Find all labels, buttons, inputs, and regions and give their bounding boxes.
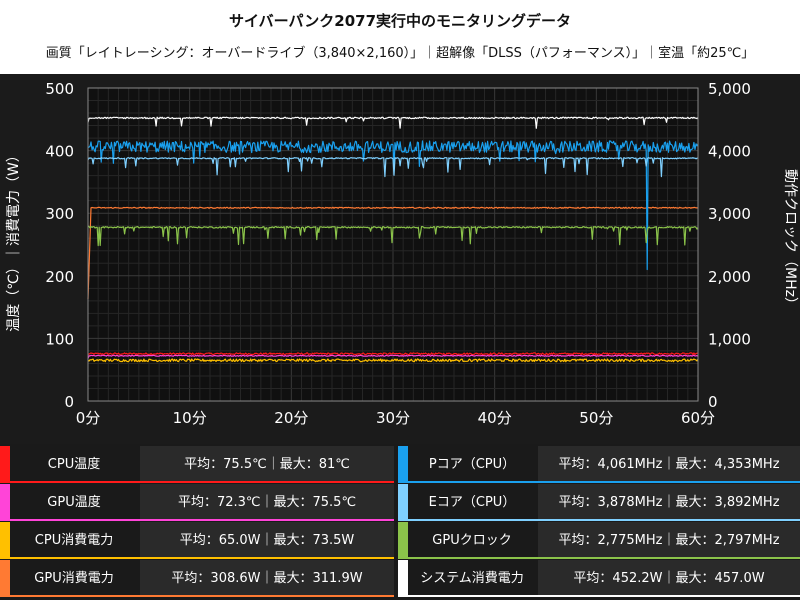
series-layer bbox=[87, 116, 699, 363]
legend-underline bbox=[408, 481, 800, 483]
y-tick-label-right: 4,000 bbox=[708, 143, 751, 161]
series-line bbox=[87, 116, 699, 129]
series-line bbox=[87, 358, 699, 363]
legend-item: GPU温度 平均：72.3℃｜最大：75.5℃ bbox=[0, 484, 394, 521]
x-tick-label: 60分 bbox=[681, 409, 715, 427]
legend-swatch bbox=[0, 446, 10, 483]
x-tick-label: 40分 bbox=[478, 409, 512, 427]
legend-swatch bbox=[398, 484, 408, 521]
legend-underline bbox=[10, 481, 394, 483]
chart-subtitle: 画質「レイトレーシング：オーバードライブ（3,840×2,160）」｜超解像「D… bbox=[45, 46, 755, 61]
chart-header: サイバーパンク2077実行中のモニタリングデータ 画質「レイトレーシング：オーバ… bbox=[0, 0, 800, 74]
plot-frame bbox=[87, 87, 699, 402]
legend-swatch bbox=[398, 522, 408, 559]
axes: 0 100 200 300 400 500 0 1,000 2,000 3,000 4,000 5,0… bbox=[45, 80, 751, 427]
legend-swatch bbox=[0, 560, 10, 597]
legend-item: GPUクロック 平均：2,775MHz｜最大：2,797MHz bbox=[398, 522, 800, 559]
series-line bbox=[87, 206, 699, 300]
legend: CPU温度 平均：75.5℃｜最大：81℃ GPU温度 平均：72.3℃｜最大：… bbox=[0, 444, 800, 600]
y-tick-label-right: 3,000 bbox=[708, 205, 751, 223]
series-line bbox=[87, 225, 699, 247]
series-line bbox=[88, 352, 699, 356]
x-tick-label: 20分 bbox=[274, 409, 308, 427]
legend-label: GPUクロック bbox=[432, 533, 512, 548]
legend-item: Eコア（CPU） 平均：3,878MHz｜最大：3,892MHz bbox=[398, 484, 800, 521]
legend-swatch bbox=[398, 446, 408, 483]
legend-underline bbox=[408, 557, 800, 559]
legend-item: システム消費電力 平均：452.2W｜最大：457.0W bbox=[398, 560, 800, 597]
x-tick-label: 10分 bbox=[173, 409, 207, 427]
x-tick-label: 50分 bbox=[579, 409, 613, 427]
legend-stats: 平均：65.0W｜最大：73.5W bbox=[140, 522, 394, 559]
legend-stats: 平均：4,061MHz｜最大：4,353MHz bbox=[538, 446, 800, 483]
grid bbox=[88, 88, 698, 401]
x-tick-label: 30分 bbox=[376, 409, 410, 427]
legend-stats: 平均：75.5℃｜最大：81℃ bbox=[140, 446, 394, 483]
legend-swatch bbox=[0, 522, 10, 559]
legend-underline bbox=[408, 519, 800, 521]
legend-item: GPU消費電力 平均：308.6W｜最大：311.9W bbox=[0, 560, 394, 597]
legend-label: システム消費電力 bbox=[420, 571, 524, 586]
y-axis-label-right: 動作クロック（MHz） bbox=[782, 169, 798, 311]
y-axis-label-left: 温度（℃）｜消費電力（W） bbox=[6, 148, 22, 332]
legend-stats: 平均：2,775MHz｜最大：2,797MHz bbox=[538, 522, 800, 559]
legend-item: Pコア（CPU） 平均：4,061MHz｜最大：4,353MHz bbox=[398, 446, 800, 483]
chart-title: サイバーパンク2077実行中のモニタリングデータ bbox=[228, 12, 572, 30]
x-tick-label: 0分 bbox=[76, 409, 101, 427]
legend-label: CPU温度 bbox=[47, 457, 101, 472]
legend-stats: 平均：72.3℃｜最大：75.5℃ bbox=[140, 484, 394, 521]
y-tick-label-left: 400 bbox=[45, 143, 74, 161]
y-tick-label-left: 500 bbox=[45, 80, 74, 98]
legend-label: CPU消費電力 bbox=[34, 533, 114, 548]
legend-label: Pコア（CPU） bbox=[428, 457, 516, 472]
y-tick-label-left: 100 bbox=[45, 330, 74, 348]
legend-stats: 平均：308.6W｜最大：311.9W bbox=[140, 560, 394, 597]
series-line bbox=[87, 354, 699, 359]
legend-item: CPU消費電力 平均：65.0W｜最大：73.5W bbox=[0, 522, 394, 559]
legend-label: GPU消費電力 bbox=[34, 571, 114, 586]
legend-swatch bbox=[398, 560, 408, 597]
y-tick-label-left: 0 bbox=[64, 393, 74, 411]
monitoring-chart: 0 100 200 300 400 500 0 1,000 2,000 3,000 4,000 5,0… bbox=[6, 80, 798, 427]
legend-stats: 平均：452.2W｜最大：457.0W bbox=[538, 560, 800, 597]
legend-underline bbox=[10, 595, 394, 597]
y-tick-label-left: 300 bbox=[45, 205, 74, 223]
series-line bbox=[87, 157, 699, 178]
series-line bbox=[87, 140, 699, 271]
legend-underline bbox=[408, 595, 800, 597]
legend-underline bbox=[10, 519, 394, 521]
legend-underline bbox=[10, 557, 394, 559]
legend-swatch bbox=[0, 484, 10, 521]
legend-item: CPU温度 平均：75.5℃｜最大：81℃ bbox=[0, 446, 394, 483]
y-tick-label-right: 0 bbox=[708, 393, 718, 411]
legend-stats: 平均：3,878MHz｜最大：3,892MHz bbox=[538, 484, 800, 521]
y-tick-label-right: 2,000 bbox=[708, 268, 751, 286]
y-tick-label-right: 1,000 bbox=[708, 330, 751, 348]
legend-label: Eコア（CPU） bbox=[428, 495, 516, 510]
y-tick-label-left: 200 bbox=[45, 268, 74, 286]
legend-label: GPU温度 bbox=[47, 495, 101, 510]
y-tick-label-right: 5,000 bbox=[708, 80, 751, 98]
